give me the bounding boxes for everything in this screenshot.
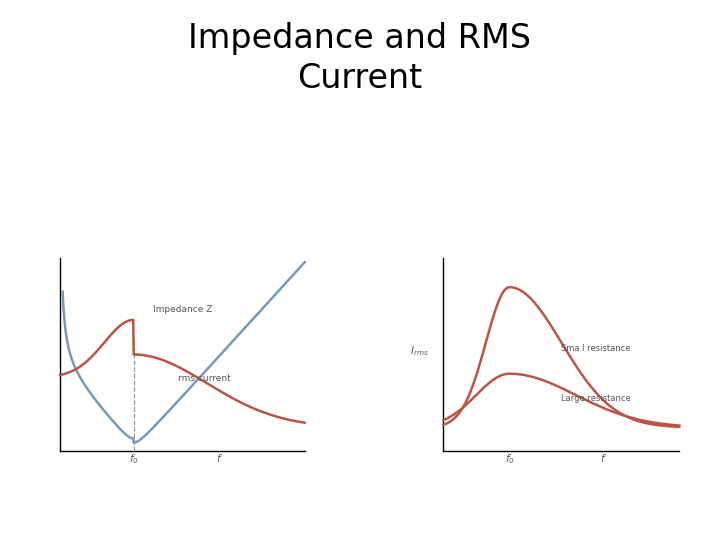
Text: rms current: rms current xyxy=(178,374,230,383)
Text: Large resistance: Large resistance xyxy=(562,394,631,403)
Text: $f$: $f$ xyxy=(216,452,222,464)
Text: Sma l resistance: Sma l resistance xyxy=(562,343,631,353)
Text: Impedance and RMS
Current: Impedance and RMS Current xyxy=(189,22,531,96)
Text: $I_{rms}$: $I_{rms}$ xyxy=(410,345,429,358)
Text: $f$: $f$ xyxy=(600,452,607,464)
Text: Impedance Z: Impedance Z xyxy=(153,305,212,314)
Text: $f_0$: $f_0$ xyxy=(129,452,138,466)
Text: $f_0$: $f_0$ xyxy=(505,452,514,466)
